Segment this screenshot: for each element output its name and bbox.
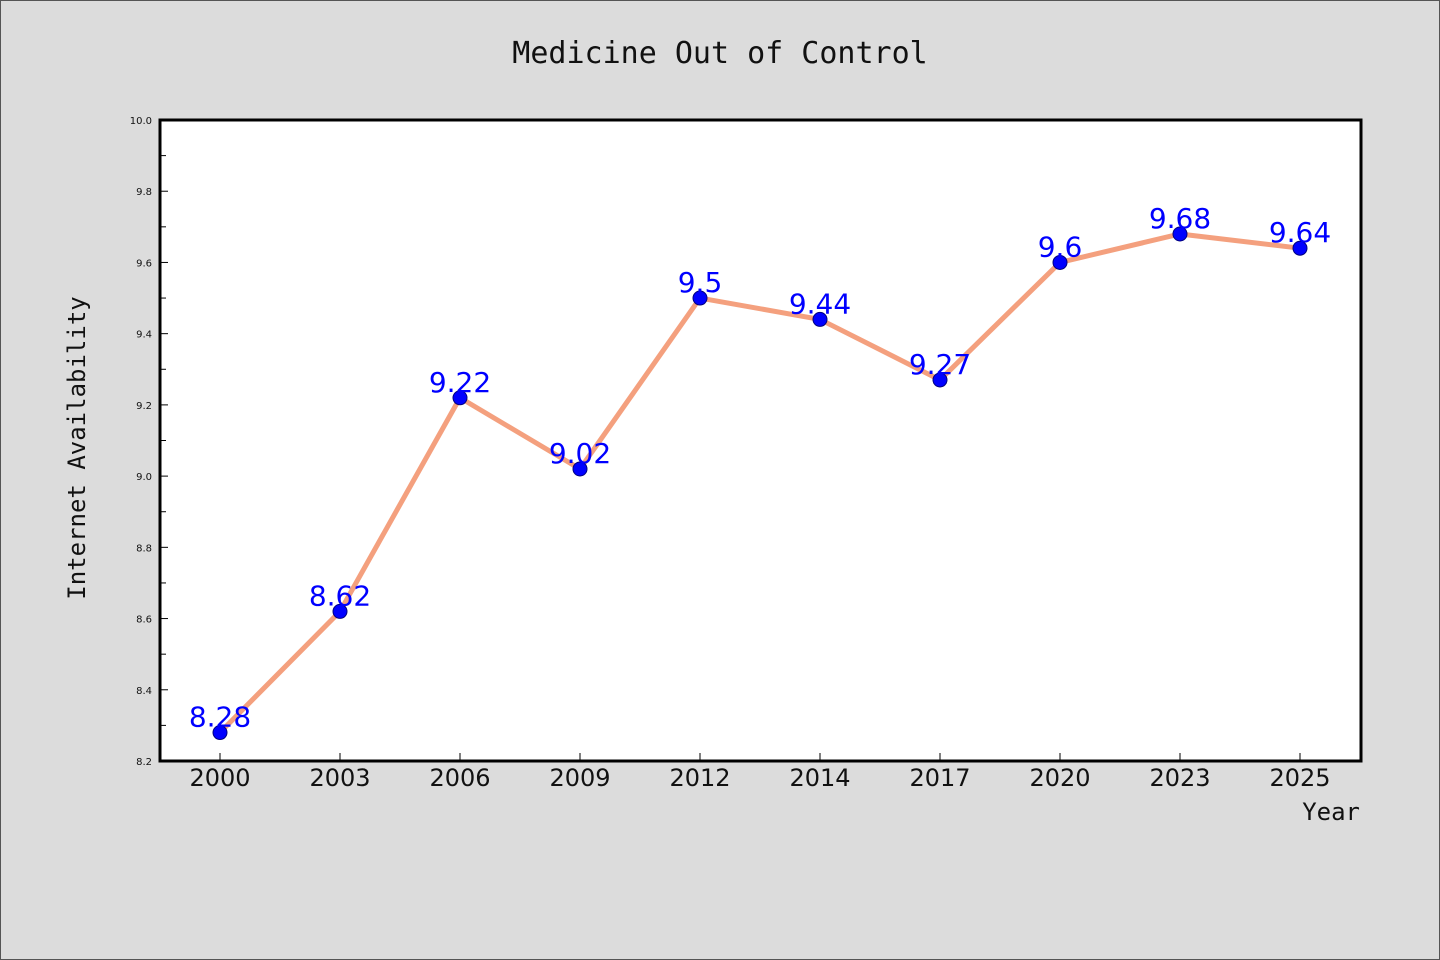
x-tick-label: 2020 xyxy=(1029,764,1090,792)
x-tick-label: 2000 xyxy=(189,764,250,792)
data-label: 9.68 xyxy=(1149,202,1211,235)
y-tick-label: 8.4 xyxy=(136,686,152,697)
y-tick-label: 8.6 xyxy=(136,615,152,626)
series-line xyxy=(217,231,1303,736)
data-point xyxy=(692,290,708,306)
x-tick-label: 2025 xyxy=(1269,764,1330,792)
y-tick-label: 9.0 xyxy=(136,472,152,483)
chart-title: Medicine Out of Control xyxy=(512,36,927,71)
y-tick-label: 8.8 xyxy=(136,543,152,554)
x-axis-label: Year xyxy=(1302,798,1360,826)
data-point xyxy=(452,390,468,406)
x-tick-label: 2003 xyxy=(309,764,370,792)
y-tick-label: 9.2 xyxy=(136,401,152,412)
data-label: 8.28 xyxy=(189,701,251,734)
x-tick-label: 2023 xyxy=(1149,764,1210,792)
data-labels: 8.28 8.62 9.22 9.02 9.5 9.44 9.27 9.6 9.68 9.64 xyxy=(189,202,1331,734)
data-point xyxy=(1172,226,1188,242)
y-tick-label: 9.4 xyxy=(136,330,152,341)
data-label: 9.5 xyxy=(678,266,723,299)
data-label: 9.6 xyxy=(1038,230,1083,263)
data-label: 9.02 xyxy=(549,437,611,470)
data-point xyxy=(932,372,948,388)
data-label: 9.64 xyxy=(1269,216,1331,249)
data-point xyxy=(1292,240,1308,256)
data-point xyxy=(332,603,348,619)
y-tick-label: 8.2 xyxy=(136,757,152,768)
x-tick-label: 2006 xyxy=(429,764,490,792)
data-point xyxy=(1052,254,1068,270)
y-tick-label: 9.8 xyxy=(136,187,152,198)
y-axis-label: Internet Availability xyxy=(63,296,91,599)
x-tick-label: 2012 xyxy=(669,764,730,792)
y-tick-label: 9.6 xyxy=(136,258,152,269)
data-label: 9.27 xyxy=(909,348,971,381)
x-tick-label: 2014 xyxy=(789,764,850,792)
y-axis-ticks: 8.2 8.4 8.6 8.8 9.0 9.2 9.4 9.6 9.8 10.0 xyxy=(130,116,168,768)
x-tick-label: 2017 xyxy=(909,764,970,792)
data-label: 9.22 xyxy=(429,366,491,399)
data-point xyxy=(212,725,228,741)
data-point xyxy=(572,461,588,477)
x-tick-label: 2009 xyxy=(549,764,610,792)
plot-area xyxy=(158,118,1363,763)
x-axis-ticks: 2000 2003 2006 2009 2012 2014 2017 2020 2023 2025 xyxy=(189,753,1331,792)
data-label: 9.44 xyxy=(789,287,851,320)
data-points xyxy=(212,226,1308,741)
data-label: 8.62 xyxy=(309,579,371,612)
y-tick-label: 10.0 xyxy=(130,116,152,127)
data-point xyxy=(812,311,828,327)
